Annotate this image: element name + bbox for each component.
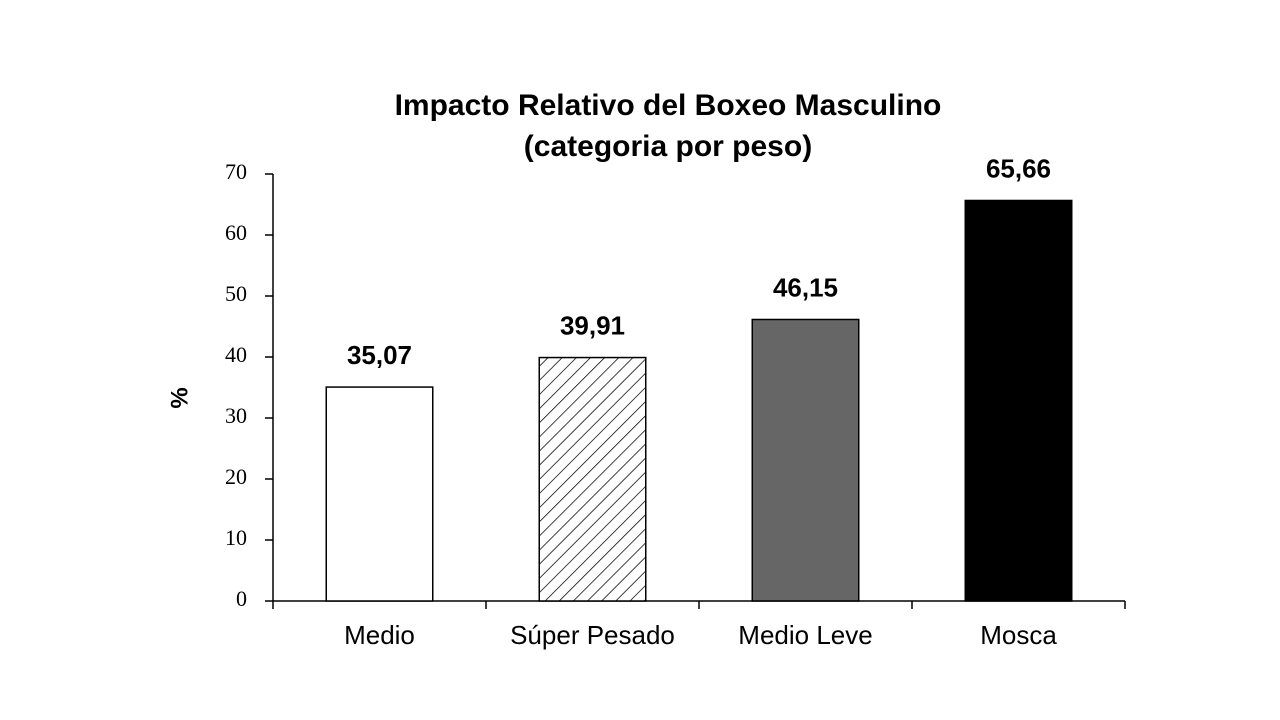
chart-title: Impacto Relativo del Boxeo Masculino	[395, 89, 942, 122]
value-label: 35,07	[347, 340, 412, 370]
value-label: 39,91	[560, 310, 625, 340]
x-tick-label: Medio Leve	[738, 620, 872, 650]
x-tick-label: Mosca	[980, 620, 1057, 650]
bar	[538, 356, 647, 602]
y-axis-label: %	[166, 387, 193, 408]
x-tick-label: Medio	[344, 620, 415, 650]
y-tick-label: 0	[236, 586, 247, 611]
value-label: 65,66	[986, 153, 1051, 183]
y-tick-label: 60	[225, 220, 247, 245]
y-tick-label: 50	[225, 281, 247, 306]
x-tick-label: Súper Pesado	[510, 620, 675, 650]
y-tick-label: 40	[225, 342, 247, 367]
bar	[751, 318, 860, 602]
y-tick-label: 10	[225, 525, 247, 550]
y-tick-label: 30	[225, 403, 247, 428]
y-tick-label: 70	[225, 159, 247, 184]
chart-subtitle: (categoria por peso)	[524, 130, 812, 163]
value-label: 46,15	[773, 272, 838, 302]
bar	[964, 199, 1073, 602]
y-tick-label: 20	[225, 464, 247, 489]
bar	[325, 386, 434, 602]
